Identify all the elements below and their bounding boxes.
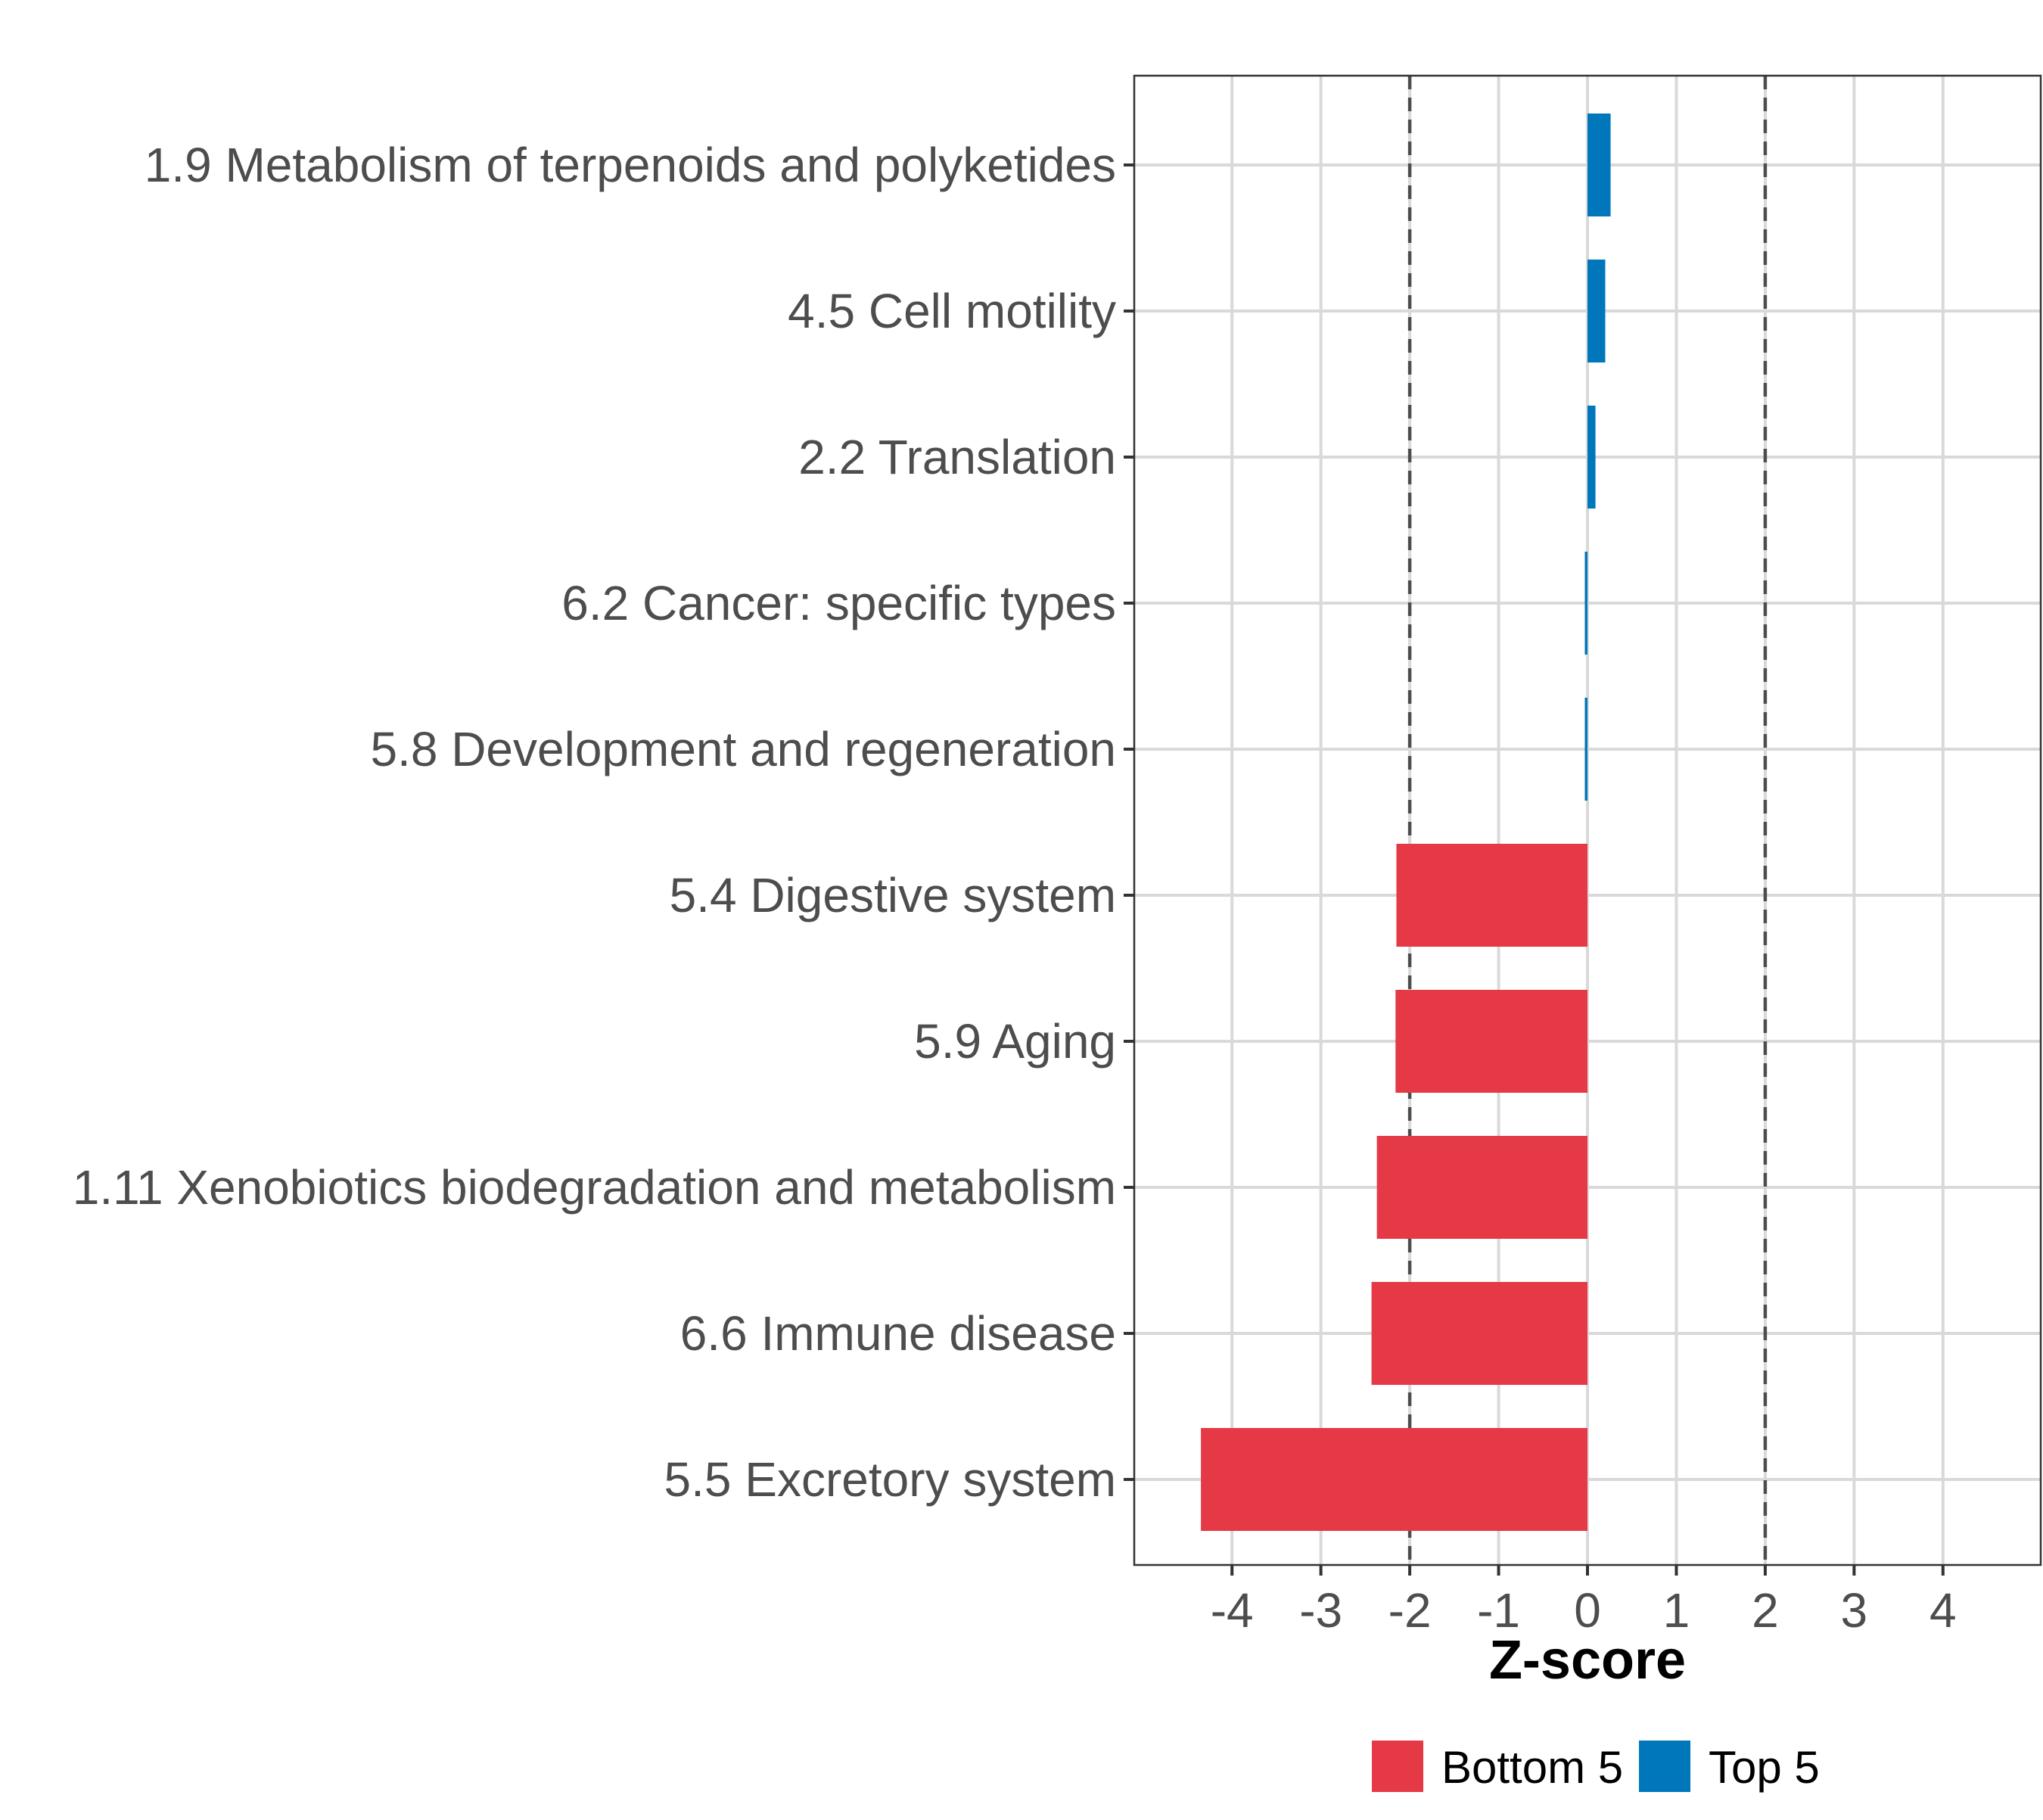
category-label-2-2-translation: 2.2 Translation [798,430,1116,484]
category-label-5-8-development-and-regeneration: 5.8 Development and regeneration [370,722,1116,776]
x-axis-title: Z-score [1489,1630,1686,1691]
x-tick-label: -3 [1299,1583,1342,1638]
bar-1-9-metabolism-of-terpenoids-and-polyketides [1587,114,1611,216]
bar-5-8-development-and-regeneration [1584,698,1587,801]
category-label-4-5-cell-motility: 4.5 Cell motility [788,284,1116,338]
category-label-1-9-metabolism-of-terpenoids-and-polyketides: 1.9 Metabolism of terpenoids and polyket… [145,138,1116,192]
bar-2-2-translation [1587,406,1596,509]
x-tick-label: -4 [1211,1583,1254,1638]
x-tick-label: 2 [1752,1583,1779,1638]
legend: Bottom 5 Top 5 [1372,1741,1820,1793]
x-tick-label: 4 [1930,1583,1957,1638]
legend-label-bottom-5: Bottom 5 [1441,1742,1623,1793]
category-label-1-11-xenobiotics-biodegradation-and-metabolism: 1.11 Xenobiotics biodegradation and meta… [73,1160,1116,1215]
category-label-5-4-digestive-system: 5.4 Digestive system [670,868,1116,922]
axis-ticks [1124,163,1945,1576]
bar-4-5-cell-motility [1587,260,1606,362]
x-tick-label: -2 [1388,1583,1432,1638]
x-tick-labels: -4 -3 -2 -1 0 1 2 3 4 [1211,1583,1957,1638]
x-tick-label: 1 [1663,1583,1690,1638]
bar-5-5-excretory-system [1201,1428,1587,1531]
bar-1-11-xenobiotics-biodegradation-and-metabolism [1376,1136,1587,1239]
x-tick-label: 0 [1574,1583,1601,1638]
bars [1201,114,1611,1531]
x-tick-label: 3 [1841,1583,1868,1638]
bar-6-2-cancer-specific-types [1584,552,1587,655]
legend-swatch-top-5 [1639,1741,1690,1792]
legend-swatch-bottom-5 [1372,1741,1423,1792]
category-label-5-5-excretory-system: 5.5 Excretory system [664,1452,1117,1507]
bar-5-9-aging [1395,990,1587,1093]
legend-label-top-5: Top 5 [1709,1742,1820,1793]
category-labels: 1.9 Metabolism of terpenoids and polyket… [73,138,1116,1507]
category-label-5-9-aging: 5.9 Aging [914,1014,1116,1069]
bar-6-6-immune-disease [1371,1282,1587,1385]
category-label-6-6-immune-disease: 6.6 Immune disease [680,1306,1116,1361]
category-label-6-2-cancer-specific-types: 6.2 Cancer: specific types [561,576,1116,630]
bar-5-4-digestive-system [1396,844,1587,947]
x-tick-label: -1 [1477,1583,1520,1638]
